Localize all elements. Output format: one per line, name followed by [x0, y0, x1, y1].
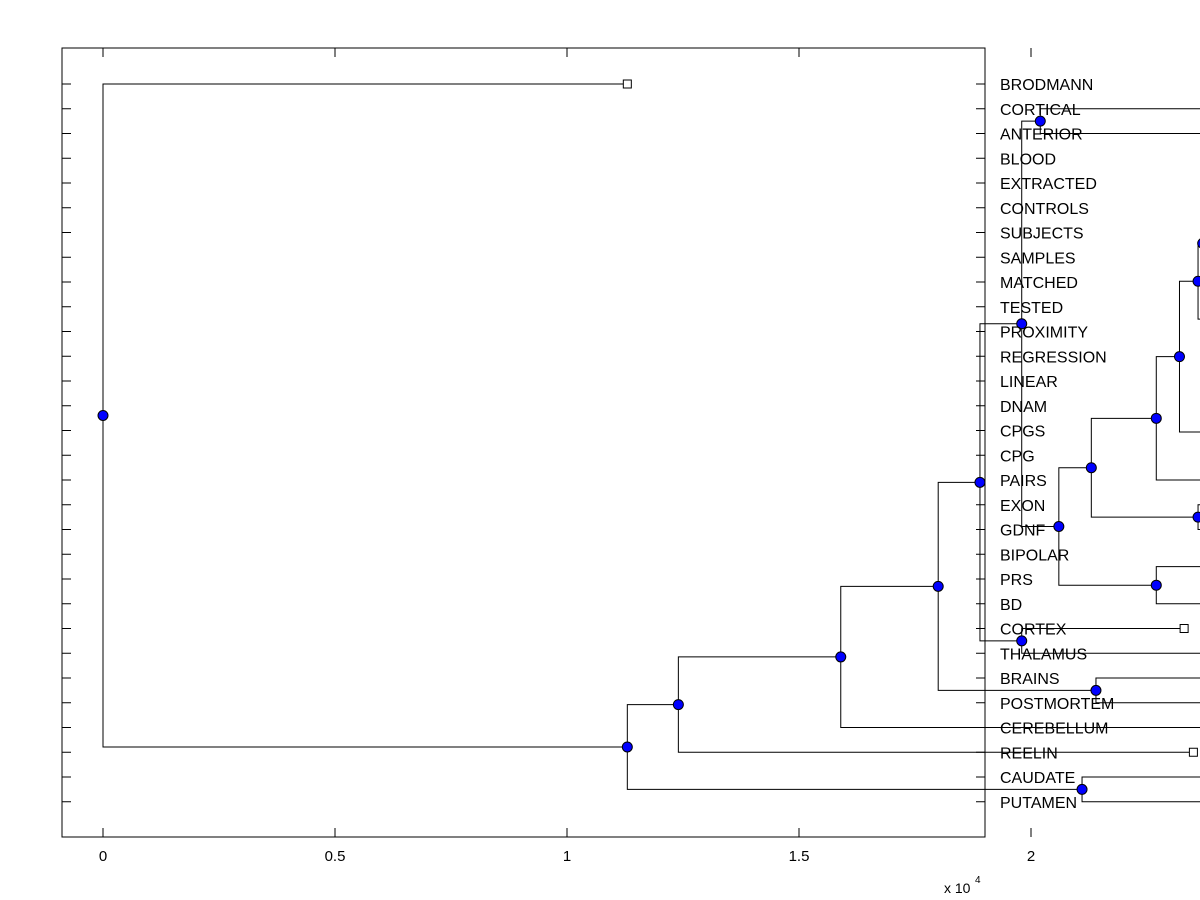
x-tick-label: 1.5 — [789, 848, 810, 865]
leaf-label: BLOOD — [1000, 151, 1056, 168]
leaf-label: ANTERIOR — [1000, 127, 1083, 144]
node-marker — [1034, 115, 1046, 127]
leaf-labels: BRODMANN CORTICAL ANTERIOR BLOOD EXTRACTED CO… — [1000, 77, 1114, 812]
leaf-label: PRS — [1000, 572, 1033, 589]
dendrogram-link — [677, 656, 841, 705]
dendrogram-link — [102, 83, 628, 416]
leaf-markers — [622, 79, 1198, 757]
leaf-label: BRODMANN — [1000, 77, 1093, 94]
leaf-label: GDNF — [1000, 523, 1046, 540]
node-marker — [932, 580, 944, 592]
node-marker — [1016, 318, 1028, 330]
leaf-label: MATCHED — [1000, 275, 1078, 292]
node-marker — [1150, 579, 1162, 591]
dendrogram-link — [1155, 418, 1200, 481]
dendrogram-link — [1095, 677, 1200, 691]
leaf-marker — [1179, 624, 1189, 633]
dendrogram-link — [1155, 566, 1200, 586]
x-multiplier-label: x 10 — [944, 880, 971, 896]
x-axis: 00.511.522.533.5 — [99, 48, 1035, 865]
dendrogram-link — [979, 323, 1022, 483]
node-marker — [1053, 520, 1065, 532]
leaf-label: BRAINS — [1000, 671, 1060, 688]
dendrogram-link — [1021, 120, 1041, 324]
dendrogram-link — [1155, 356, 1180, 419]
dendrogram-link — [1058, 526, 1157, 586]
leaf-label: BD — [1000, 597, 1022, 614]
dendrogram-link — [1197, 281, 1200, 320]
node-marker — [1192, 275, 1200, 287]
dendrogram-link — [1090, 467, 1199, 518]
dendrogram-link — [1090, 417, 1157, 468]
node-marker — [672, 699, 684, 711]
node-markers — [97, 115, 1200, 795]
leaf-label: PUTAMEN — [1000, 795, 1077, 812]
leaf-label: CONTROLS — [1000, 201, 1089, 218]
leaf-label: THALAMUS — [1000, 646, 1087, 663]
node-marker — [1150, 412, 1162, 424]
leaf-label: DNAM — [1000, 399, 1047, 416]
dendrogram-link — [1178, 280, 1199, 357]
leaf-label: CAUDATE — [1000, 770, 1075, 787]
node-marker — [1090, 684, 1102, 696]
leaf-label: CPGS — [1000, 424, 1045, 441]
dendrogram-link — [1155, 585, 1200, 605]
dendrogram-link — [677, 704, 1194, 753]
x-multiplier-exponent: 4 — [975, 875, 981, 886]
leaf-label: BIPOLAR — [1000, 547, 1069, 564]
leaf-label: CEREBELLUM — [1000, 721, 1108, 738]
node-marker — [1173, 351, 1185, 363]
leaf-label: REELIN — [1000, 745, 1058, 762]
leaf-label: SAMPLES — [1000, 250, 1076, 267]
node-marker — [1016, 635, 1028, 647]
plot-frame — [61, 47, 986, 838]
dendrogram-link — [979, 482, 1022, 642]
leaf-label: LINEAR — [1000, 374, 1058, 391]
node-marker — [974, 476, 986, 488]
dendrogram-link — [102, 415, 628, 748]
dendrogram-link — [1178, 356, 1200, 433]
leaf-label: PROXIMITY — [1000, 325, 1088, 342]
node-marker — [621, 741, 633, 753]
dendrogram-link — [1021, 323, 1059, 527]
leaf-label: REGRESSION — [1000, 349, 1107, 366]
leaf-label: CORTICAL — [1000, 102, 1081, 119]
leaf-label: CORTEX — [1000, 622, 1067, 639]
dendrogram-link — [626, 746, 1083, 790]
dendrogram-link — [937, 586, 1096, 691]
dendrogram-link — [1081, 776, 1200, 790]
node-marker — [97, 409, 109, 421]
x-tick-label: 0 — [99, 848, 107, 865]
leaf-label: EXTRACTED — [1000, 176, 1097, 193]
dendrogram-link — [840, 656, 1200, 728]
leaf-label: SUBJECTS — [1000, 226, 1084, 243]
leaf-marker — [622, 79, 632, 89]
node-marker — [835, 651, 847, 663]
node-marker — [1085, 462, 1097, 474]
leaf-marker — [1188, 747, 1198, 757]
leaf-label: EXON — [1000, 498, 1045, 515]
x-tick-label: 2 — [1027, 848, 1035, 865]
leaf-label: PAIRS — [1000, 473, 1047, 490]
dendrogram-link — [840, 585, 939, 657]
node-marker — [1197, 238, 1200, 249]
leaf-label: POSTMORTEM — [1000, 696, 1114, 713]
node-marker — [1076, 783, 1088, 795]
dendrogram-link — [937, 481, 980, 587]
leaf-label: CPG — [1000, 448, 1035, 465]
dendrogram-links — [102, 83, 1200, 803]
y-tick-marks — [62, 83, 985, 803]
leaf-label: TESTED — [1000, 300, 1063, 317]
x-tick-label: 1 — [563, 848, 571, 865]
x-tick-label: 0.5 — [325, 848, 346, 865]
dendrogram-link — [1058, 467, 1092, 527]
dendrogram-link — [1081, 789, 1200, 803]
node-marker — [1192, 511, 1200, 523]
dendrogram-link — [626, 704, 679, 747]
